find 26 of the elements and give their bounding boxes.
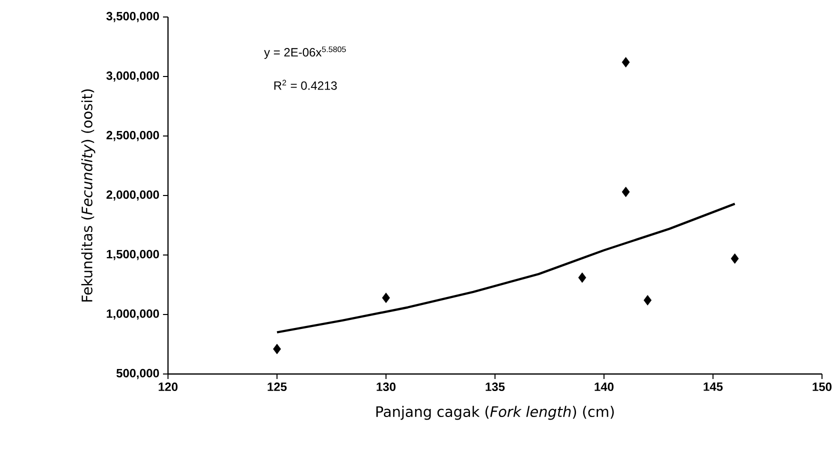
point (644, 295, 652, 306)
point (622, 57, 630, 68)
y-tick-label: 1,500,000 (106, 250, 159, 260)
point (273, 344, 281, 354)
x-tick-label: 145 (704, 382, 723, 391)
point (578, 272, 586, 283)
point (730, 253, 739, 264)
annotation: R$^{2}$ = 0.4213 (274, 80, 337, 90)
x-tick-label: 135 (486, 382, 505, 392)
y-axis-title: Fekunditas (Fecundity) (oosit) (81, 89, 96, 302)
x-axis-title: Panjang cagak (Fork length) (cm) (376, 406, 614, 420)
point (382, 292, 390, 304)
y-tick-label: 1,000,000 (106, 309, 159, 320)
line-series (276, 202, 736, 334)
y-tick-label: 2,500,000 (106, 130, 159, 142)
y-tick-label: 3,500,000 (106, 12, 159, 22)
x-tick-label: 125 (268, 382, 287, 392)
x-tick-label: 150 (812, 382, 832, 392)
y-tick-label: 3,000,000 (106, 71, 159, 82)
x-tick-label: 140 (594, 382, 614, 392)
x-tick-label: 130 (376, 382, 396, 392)
y-tick-label: 500,000 (116, 368, 159, 380)
x-tick-label: 120 (158, 382, 178, 392)
point (622, 186, 630, 198)
y-tick-label: 2,000,000 (106, 190, 159, 201)
annotation: y = 2E-06x$^{5.5805}$ (264, 46, 346, 59)
